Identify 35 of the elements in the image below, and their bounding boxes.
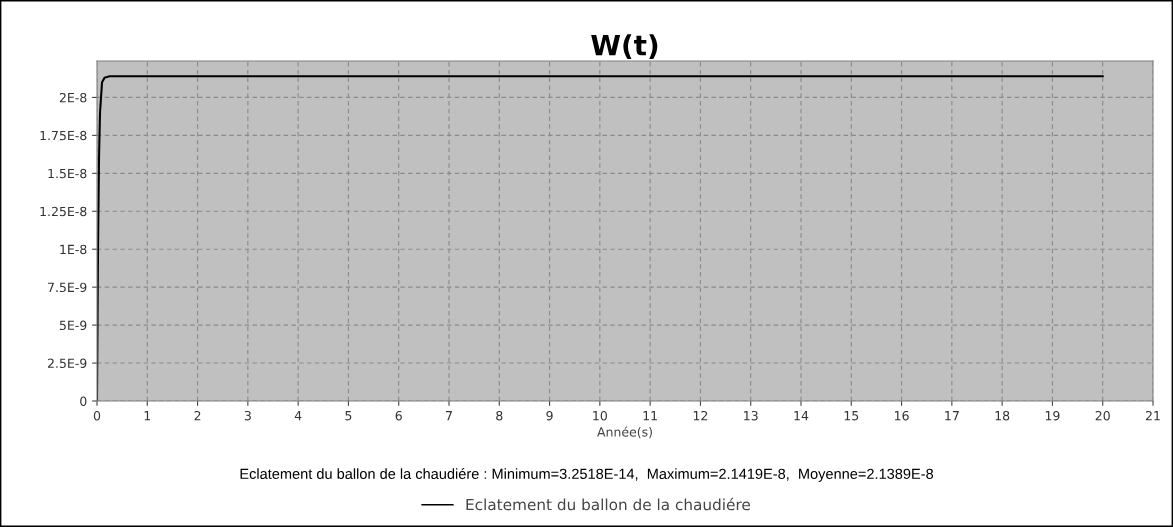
x-tick-label: 2 [194,410,201,421]
x-tick-label: 13 [744,410,758,421]
y-tick-label: 2E-8 [59,92,87,103]
x-tick-label: 0 [93,410,101,421]
x-tick-label: 11 [643,411,657,421]
x-tick-label: 21 [1145,410,1160,421]
x-tick-label: 5 [345,411,352,421]
x-tick-label: 15 [844,411,859,421]
y-tick-label: 7.5E-9 [48,282,87,293]
y-tick-label: 2.5E-9 [47,358,87,368]
x-tick-label: 7 [446,411,452,421]
y-tick-label: 1E-8 [60,244,87,255]
y-tick-label: 1.25E-8 [40,206,87,217]
y-tick-label: 0 [80,396,87,406]
x-tick-label: 1 [144,411,151,421]
x-tick-label: 4 [294,411,302,421]
text: Eclatement du ballon de la chaudiére : Minimum=3.2518E-14, Maximum=2.1419E-8, Moyenne=2.1389E-8 [240,468,934,482]
x-tick-label: 6 [395,410,402,421]
y-tick-label: 1.75E-8 [40,130,87,141]
x-tick-label: 8 [496,410,503,421]
x-tick-label: 20 [1095,410,1110,421]
x-tick-label: 17 [945,411,959,421]
x-tick-label: 9 [546,410,553,421]
x-tick-label: 3 [244,410,251,421]
y-tick-label: 5E-9 [59,320,87,331]
x-tick-label: 18 [995,410,1010,421]
x-tick-label: 19 [1045,410,1060,421]
y-tick-label: 1.5E-8 [48,168,87,179]
x-tick-label: 10 [593,410,607,421]
x-axis-title: Année(s) [597,426,652,439]
chart-title: W(t) [591,34,658,59]
x-tick-label: 12 [693,410,708,421]
legend-label: Eclatement du ballon de la chaudiére [466,497,750,511]
x-tick-label: 14 [794,411,809,421]
x-tick-label: 16 [894,410,909,421]
